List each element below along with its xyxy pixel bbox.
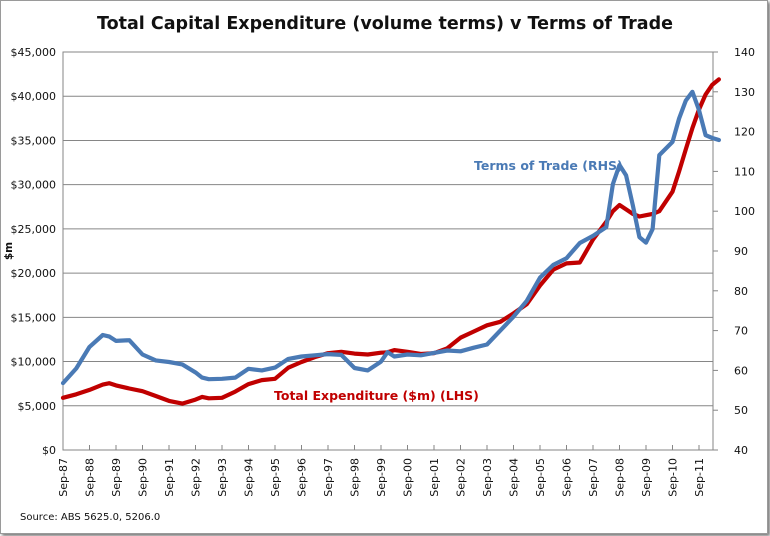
x-tick-label: Sep-05 bbox=[534, 458, 547, 497]
x-tick-label: Sep-87 bbox=[57, 458, 70, 497]
x-tick-label: Sep-94 bbox=[243, 458, 256, 497]
source-note: Source: ABS 5625.0, 5206.0 bbox=[20, 512, 160, 523]
chart-title: Total Capital Expenditure (volume terms)… bbox=[97, 14, 673, 34]
series-label-terms-of-trade: Terms of Trade (RHS) bbox=[474, 158, 623, 173]
y-tick-label-left: $5,000 bbox=[18, 400, 57, 413]
y-tick-label-right: 90 bbox=[734, 245, 748, 258]
y-tick-label-right: 40 bbox=[734, 444, 748, 457]
y-tick-label-left: $15,000 bbox=[11, 311, 57, 324]
y-tick-label-right: 120 bbox=[734, 126, 755, 139]
x-tick-label: Sep-90 bbox=[137, 458, 150, 497]
x-tick-label: Sep-89 bbox=[110, 458, 123, 497]
y-tick-label-right: 50 bbox=[734, 404, 748, 417]
y-tick-label-left: $10,000 bbox=[11, 356, 57, 369]
x-tick-label: Sep-08 bbox=[614, 458, 627, 497]
y-tick-label-right: 60 bbox=[734, 364, 748, 377]
x-tick-label: Sep-04 bbox=[508, 458, 521, 497]
x-tick-label: Sep-02 bbox=[455, 458, 468, 497]
y-tick-label-left: $0 bbox=[42, 444, 56, 457]
y-tick-label-left: $20,000 bbox=[11, 267, 57, 280]
y-tick-label-left: $25,000 bbox=[11, 223, 57, 236]
x-tick-label: Sep-93 bbox=[216, 458, 229, 497]
x-tick-label: Sep-00 bbox=[402, 458, 415, 497]
x-tick-label: Sep-09 bbox=[640, 458, 653, 497]
x-tick-label: Sep-91 bbox=[163, 458, 176, 497]
y-tick-label-right: 140 bbox=[734, 46, 755, 59]
y-tick-label-right: 70 bbox=[734, 325, 748, 338]
series-lines bbox=[60, 77, 722, 406]
x-tick-label: Sep-01 bbox=[428, 458, 441, 497]
x-tick-label: Sep-98 bbox=[349, 458, 362, 497]
y-tick-label-right: 80 bbox=[734, 285, 748, 298]
x-tick-label: Sep-96 bbox=[296, 458, 309, 497]
y-tick-label-left: $35,000 bbox=[11, 134, 57, 147]
y-tick-label-left: $45,000 bbox=[11, 46, 57, 59]
y-tick-label-left: $40,000 bbox=[11, 90, 57, 103]
y-tick-label-right: 100 bbox=[734, 205, 755, 218]
y-axis-label: $m bbox=[3, 242, 15, 260]
x-axis: Sep-87 Sep-88 Sep-89 Sep-90 Sep-91 Sep-92 Sep-… bbox=[57, 445, 706, 497]
x-tick-label: Sep-06 bbox=[561, 458, 574, 497]
y-tick-label-right: 110 bbox=[734, 165, 755, 178]
x-tick-label: Sep-99 bbox=[375, 458, 388, 497]
y-axis-right: 40 50 60 70 80 90 100 110 120 130 140 bbox=[713, 46, 755, 457]
x-tick-label: Sep-92 bbox=[190, 458, 203, 497]
y-tick-label-left: $30,000 bbox=[11, 179, 57, 192]
x-tick-label: Sep-11 bbox=[693, 458, 706, 497]
x-tick-label: Sep-88 bbox=[84, 458, 97, 497]
x-tick-label: Sep-10 bbox=[667, 458, 680, 497]
x-tick-label: Sep-95 bbox=[269, 458, 282, 497]
x-tick-label: Sep-97 bbox=[322, 458, 335, 497]
y-tick-label-right: 130 bbox=[734, 86, 755, 99]
series-line-terms-of-trade bbox=[60, 89, 722, 386]
series-label-total-expenditure: Total Expenditure ($m) (LHS) bbox=[274, 388, 479, 403]
x-tick-label: Sep-03 bbox=[481, 458, 494, 497]
x-tick-label: Sep-07 bbox=[587, 458, 600, 497]
y-axis-left: $0 $5,000 $10,000 $15,000 $20,000 $25,000 $30,… bbox=[11, 46, 57, 457]
